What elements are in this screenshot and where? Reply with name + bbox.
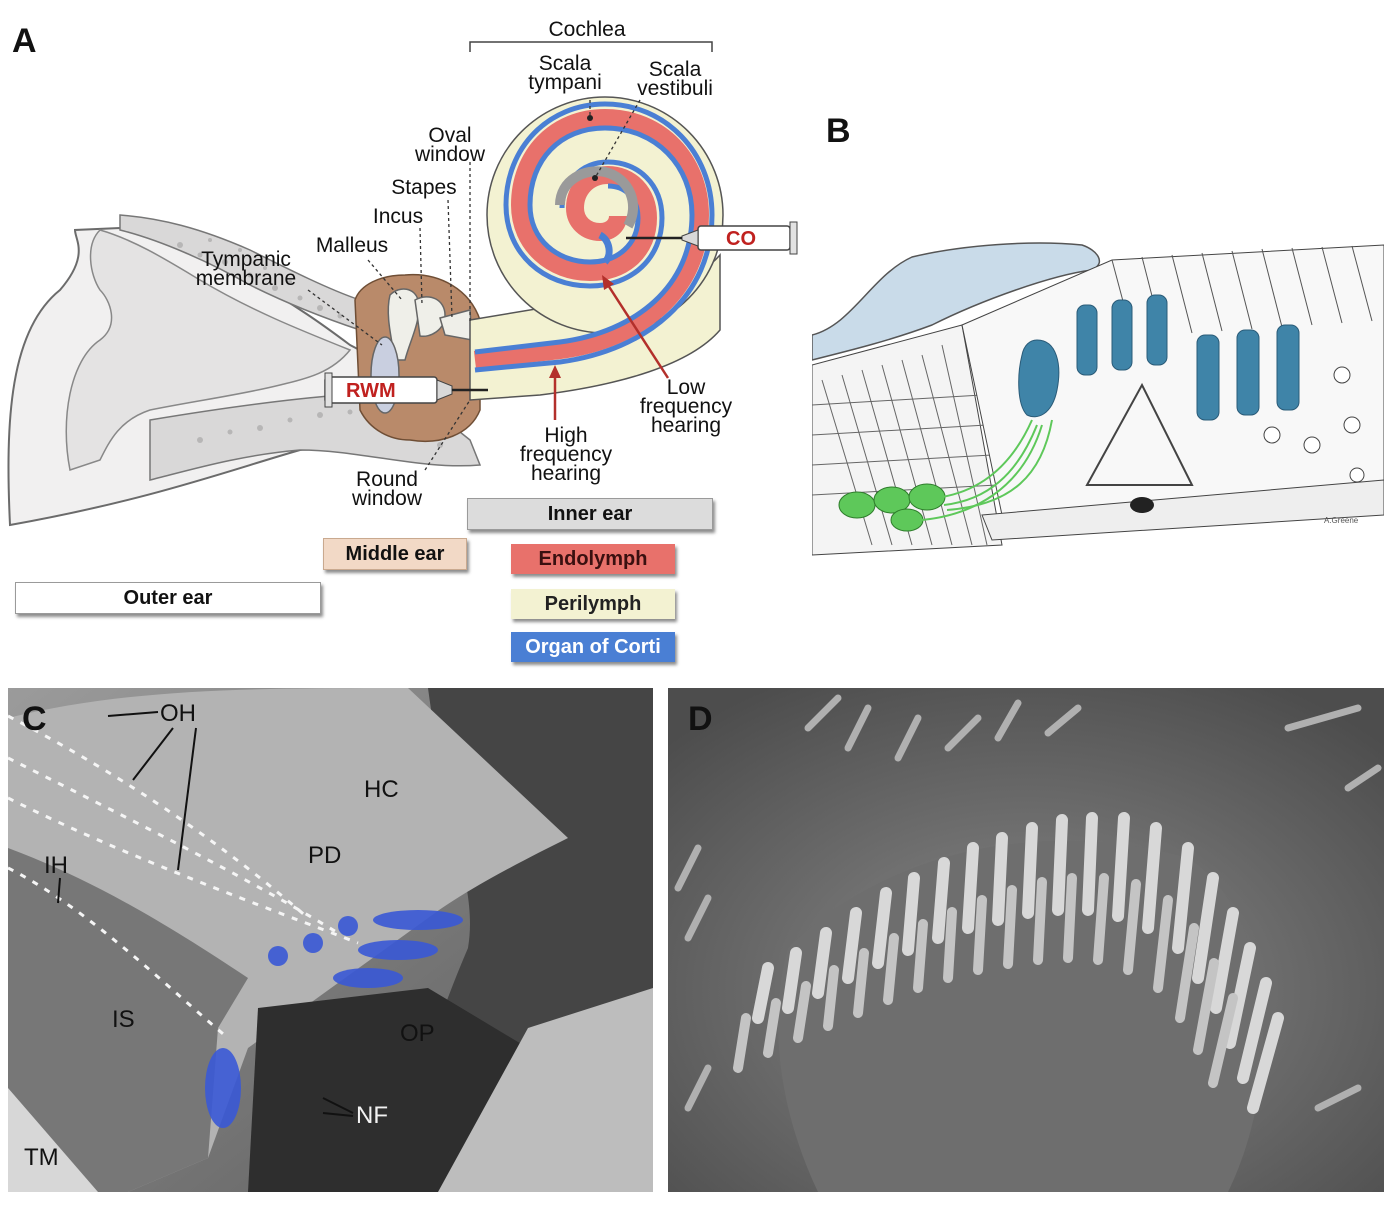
- label-nf: NF: [356, 1102, 388, 1129]
- panel-a-ear-illustration: RWM CO: [7, 41, 798, 527]
- panel-d-label: D: [688, 700, 713, 738]
- legend-organ-of-corti: Organ of Corti: [511, 632, 675, 662]
- panel-b-organ-of-corti-illustration: A.Greene: [812, 215, 1384, 570]
- label-tympanic-membrane: Tympanic membrane: [195, 248, 297, 290]
- panel-b-label: B: [826, 112, 851, 150]
- label-tm: TM: [24, 1144, 59, 1171]
- low-frequency-arrow: [604, 281, 670, 379]
- incus-shape: [414, 296, 446, 338]
- label-hc: HC: [364, 776, 399, 803]
- legend-endolymph: Endolymph: [511, 544, 675, 574]
- label-stapes: Stapes: [391, 176, 457, 199]
- label-scala-vestibuli: Scala vestibuli: [637, 58, 713, 100]
- panel-d-sem-image: [668, 688, 1384, 1192]
- cell-nuclei: [1263, 366, 1365, 483]
- label-incus: Incus: [372, 205, 424, 228]
- label-is: IS: [112, 1006, 135, 1033]
- label-cochlea: Cochlea: [548, 18, 626, 41]
- ear-canal-skin: [65, 229, 352, 471]
- legend-inner-ear: Inner ear: [467, 498, 713, 530]
- stereocilia-bundle: [733, 812, 1284, 1114]
- label-scala-tympani: Scala tympani: [528, 52, 602, 94]
- legend-middle-ear: Middle ear: [323, 538, 467, 570]
- label-op: OP: [400, 1020, 435, 1047]
- basilar-membrane: [981, 479, 1384, 541]
- co-label: CO: [726, 228, 756, 250]
- panel-c-sem-image: [8, 688, 653, 1192]
- tunnel-region: [248, 988, 528, 1192]
- label-ih: IH: [44, 852, 68, 879]
- microvilli: [674, 694, 1382, 1112]
- cochlea-bracket: [469, 41, 713, 52]
- label-malleus: Malleus: [315, 234, 389, 257]
- label-oh: OH: [160, 700, 196, 727]
- cuticular-plate: [778, 840, 1263, 1192]
- label-oval-window: Oval window: [414, 124, 486, 166]
- tunnel-of-corti: [1085, 382, 1194, 486]
- hair-bundle-rows: [8, 714, 359, 1040]
- nerve-fibers: [921, 419, 1053, 521]
- tectorial-membrane: [812, 242, 1101, 361]
- inner-hair-cell: [1018, 339, 1060, 418]
- panel-a-label: A: [12, 22, 37, 60]
- artist-signature: A.Greene: [1324, 516, 1359, 525]
- spiral-ganglion-neurons: [838, 483, 946, 532]
- tectorial-membrane-fragment: [8, 1088, 98, 1192]
- stereocilia-hatching: [1111, 245, 1373, 336]
- rwm-label: RWM: [346, 380, 396, 402]
- malleus-shape: [387, 288, 420, 361]
- leader-lines: [307, 99, 641, 471]
- rwm-syringe: RWM: [324, 372, 488, 408]
- legend-outer-ear: Outer ear: [15, 582, 321, 614]
- outer-hair-cells: [1076, 294, 1300, 421]
- label-pd: PD: [308, 842, 342, 869]
- legend-perilymph: Perilymph: [511, 589, 675, 619]
- label-high-frequency: High frequency hearing: [519, 424, 613, 485]
- co-syringe: CO: [626, 221, 798, 255]
- label-low-frequency: Low frequency hearing: [639, 376, 733, 437]
- label-round-window: Round window: [351, 468, 423, 510]
- panel-c-label: C: [22, 700, 47, 738]
- highlighted-cells: [205, 910, 463, 1128]
